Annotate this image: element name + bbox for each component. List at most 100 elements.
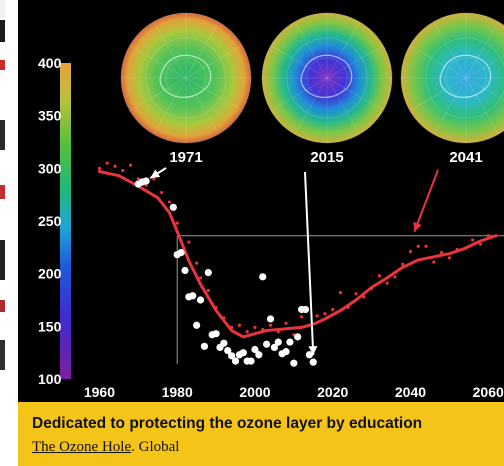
- globe-meridian-line: [294, 21, 360, 135]
- modeled-point: [128, 163, 133, 167]
- modeled-point: [175, 221, 179, 225]
- observed-point: [286, 338, 294, 346]
- observed-point: [204, 269, 212, 277]
- modeled-point: [471, 238, 475, 242]
- modeled-point: [206, 288, 210, 293]
- globe-latitude-line: [286, 37, 368, 119]
- modeled-point: [393, 275, 397, 279]
- globe-meridian-line: [153, 21, 219, 135]
- observed-point: [189, 292, 197, 300]
- modeled-point: [152, 177, 156, 181]
- globe-year-label: 1971: [169, 149, 202, 166]
- globe-year-label: 2041: [449, 149, 482, 166]
- globe-latitude-line: [145, 37, 227, 119]
- y-tick-label: 250: [38, 213, 62, 229]
- observed-point: [274, 338, 282, 346]
- x-tick-label: 2020: [317, 384, 348, 400]
- caption-bar: Dedicated to protecting the ozone layer …: [18, 402, 504, 466]
- modeled-point: [245, 330, 249, 334]
- observed-point: [169, 203, 177, 211]
- observed-point: [196, 296, 205, 304]
- globe-meridian-line: [433, 21, 499, 135]
- observed-point: [255, 351, 263, 359]
- arrow-2041-head: [413, 221, 422, 232]
- x-tick-label: 2040: [395, 384, 426, 400]
- modeled-point: [447, 256, 451, 260]
- antarctica-outline: [300, 54, 353, 98]
- colorbar: [60, 63, 71, 379]
- observed-point: [220, 339, 228, 347]
- globe-meridian-line: [129, 45, 243, 111]
- y-tick-label: 400: [38, 55, 62, 71]
- globe-year-label: 2015: [310, 149, 343, 166]
- caption-title: Dedicated to protecting the ozone layer …: [32, 415, 423, 432]
- modeled-point: [284, 321, 288, 325]
- globe-meridian-line: [270, 45, 384, 111]
- globe-meridian-line: [129, 45, 243, 111]
- observed-point: [177, 249, 185, 257]
- arrow-1971-head: [150, 169, 161, 179]
- globe-latitude-line: [445, 57, 487, 99]
- observed-point: [181, 266, 189, 275]
- y-tick-label: 150: [38, 318, 62, 334]
- observed-point: [231, 357, 240, 365]
- globe-latitude-line: [165, 57, 207, 99]
- y-tick-label: 100: [38, 371, 62, 387]
- modeled-point: [198, 276, 203, 280]
- observed-point: [239, 349, 247, 357]
- modeled-point: [385, 281, 389, 285]
- modeled-point: [401, 262, 405, 266]
- modeled-point: [160, 190, 164, 195]
- globe-outline: [120, 12, 252, 144]
- observed-point: [301, 305, 310, 314]
- page-edge: [0, 0, 18, 466]
- modeled-point: [323, 312, 327, 316]
- antarctica-outline: [159, 54, 212, 98]
- globe-meridian-line: [433, 21, 499, 135]
- observed-point: [259, 273, 267, 281]
- globe-latitude-line: [425, 37, 504, 119]
- caption-suffix: . Global: [131, 439, 180, 455]
- modeled-point: [439, 251, 444, 255]
- arrow-2041: [413, 169, 439, 233]
- x-tick-label: 2060: [473, 384, 504, 400]
- observed-point: [282, 348, 290, 356]
- observed-point: [266, 315, 275, 323]
- observed-point: [224, 346, 232, 355]
- modeled-point: [377, 274, 381, 278]
- caption-source: The Ozone Hole. Global: [32, 439, 179, 456]
- observed-point: [294, 333, 302, 341]
- globe-meridian-line: [294, 21, 360, 135]
- arrow-2015-head: [308, 345, 318, 356]
- globe-1971: [121, 13, 251, 143]
- modeled-point: [354, 292, 358, 296]
- observed-point: [228, 352, 236, 360]
- observed-point: [247, 357, 255, 365]
- x-tick-label: 2000: [239, 384, 270, 400]
- modeled-point: [187, 240, 191, 244]
- observed-point: [305, 351, 313, 359]
- modeled-point: [167, 200, 172, 204]
- globe-outline: [400, 12, 504, 144]
- y-tick-label: 350: [38, 108, 62, 124]
- x-tick-label: 1980: [162, 384, 193, 400]
- observed-point: [270, 343, 278, 351]
- globe-2041: [401, 13, 504, 143]
- globe-latitude-line: [306, 57, 348, 99]
- trend-line: [97, 170, 498, 339]
- modeled-point: [253, 325, 257, 329]
- arrow-2015: [304, 171, 315, 356]
- observed-point: [290, 359, 298, 367]
- modeled-point: [136, 177, 140, 181]
- modeled-point: [105, 161, 109, 165]
- modeled-point: [268, 323, 273, 327]
- y-tick-label: 200: [38, 266, 62, 282]
- modeled-point: [478, 242, 483, 246]
- globe-outline: [261, 12, 393, 144]
- ozone-hole-link[interactable]: The Ozone Hole: [32, 439, 132, 455]
- observed-point: [200, 342, 209, 350]
- antarctica-outline: [439, 54, 492, 98]
- globe-meridian-line: [153, 21, 219, 135]
- x-tick-label: 1960: [84, 384, 115, 400]
- modeled-point: [113, 164, 117, 168]
